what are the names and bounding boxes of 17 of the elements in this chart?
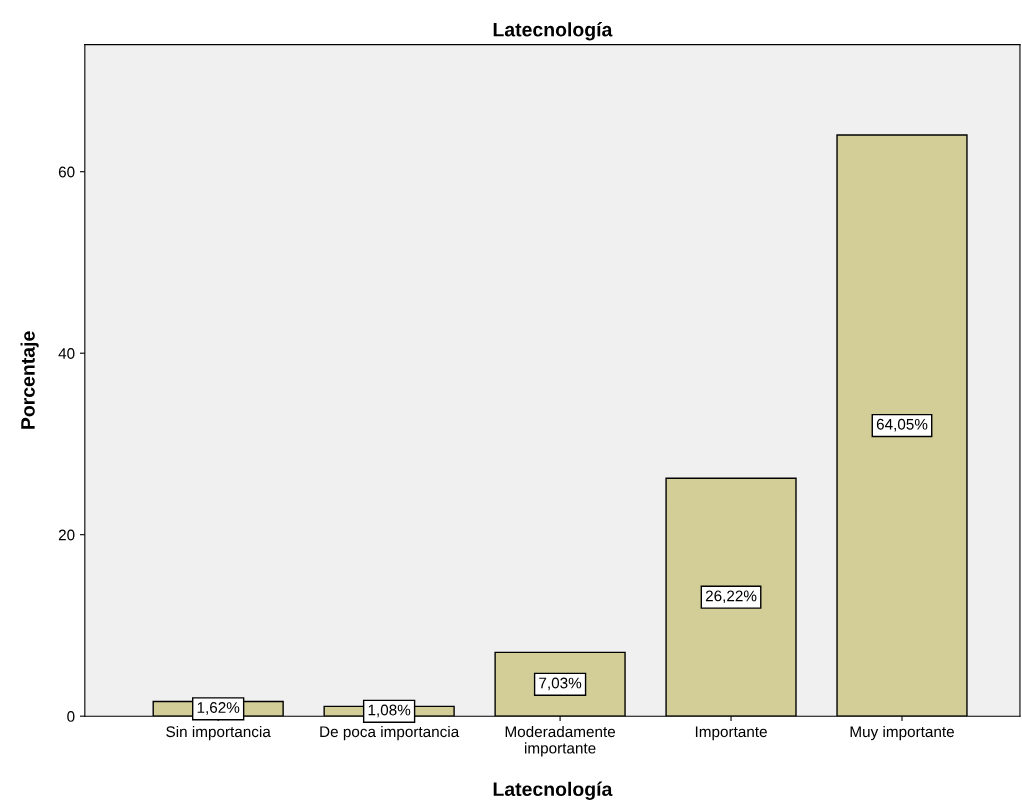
x-tick-label: Sin importancia — [166, 725, 271, 741]
y-tick-label: 40 — [58, 348, 75, 359]
y-tick-label: 0 — [67, 711, 75, 722]
y-tick-label: 20 — [58, 529, 75, 541]
data-label: 7,03% — [539, 677, 582, 691]
y-tick-label: 60 — [58, 166, 75, 178]
data-label: 64,05% — [876, 418, 928, 432]
x-tick-label: Moderadamente importante — [505, 725, 616, 757]
chart-title: Latecnología — [493, 22, 613, 41]
data-label: 1,62% — [197, 702, 240, 715]
x-axis-title: Latecnología — [493, 781, 613, 800]
y-axis-title: Porcentaje — [20, 331, 39, 429]
data-label: 1,08% — [368, 704, 411, 718]
x-tick-label: Muy importante — [850, 725, 954, 741]
x-tick-label: Importante — [695, 726, 767, 741]
data-label: 26,22% — [705, 590, 757, 604]
x-tick-label: De poca importancia — [320, 725, 460, 741]
